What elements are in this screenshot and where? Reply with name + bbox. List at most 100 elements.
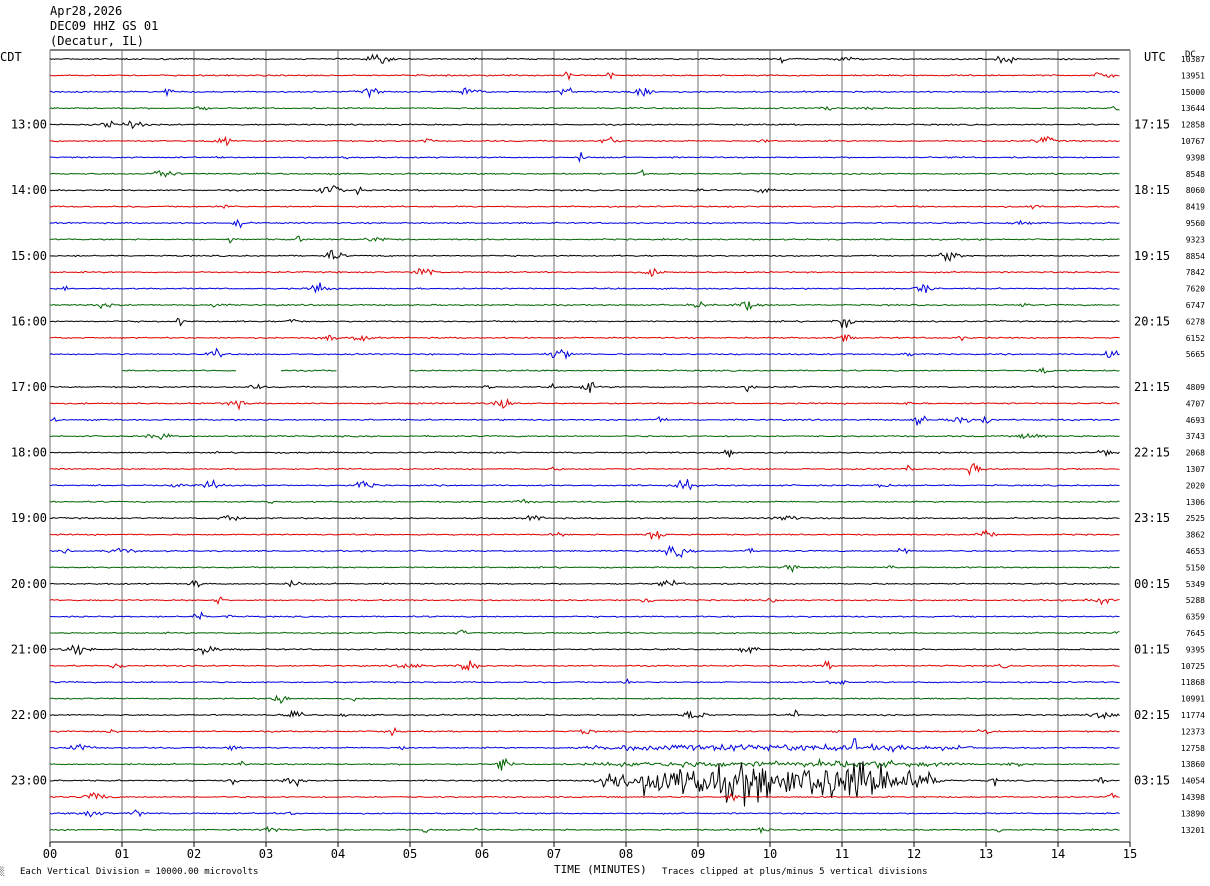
trace-4 (49, 105, 1120, 111)
trace-35 (49, 610, 1120, 621)
right-timezone-label: UTC (1144, 50, 1166, 64)
trace-3 (49, 87, 1120, 99)
trace-37 (49, 644, 1120, 656)
x-tick-label-01: 01 (115, 847, 129, 861)
dc-offset-value: 2525 (1186, 514, 1205, 523)
trace-23 (49, 415, 1120, 426)
x-tick-label-08: 08 (619, 847, 633, 861)
trace-18 (50, 334, 1120, 342)
dc-offset-value: 3862 (1186, 531, 1205, 540)
dc-offset-value: 13890 (1181, 809, 1205, 818)
dc-offset-value: 2020 (1186, 481, 1205, 490)
right-hour-label: 02:15 (1134, 708, 1170, 722)
right-hour-label: 22:15 (1134, 446, 1170, 460)
dc-offset-value: 12758 (1181, 744, 1205, 753)
left-hour-label: 22:00 (11, 708, 47, 722)
dc-offset-value: 14054 (1181, 777, 1205, 786)
trace-14 (49, 267, 1120, 277)
trace-46 (49, 792, 1120, 802)
dc-offset-value: 5349 (1186, 580, 1205, 589)
dc-offset-value: 8548 (1186, 170, 1205, 179)
trace-30 (49, 528, 1120, 541)
dc-offset-value: 1307 (1186, 465, 1205, 474)
right-hour-label: 23:15 (1134, 511, 1170, 525)
left-hour-label: 14:00 (11, 183, 47, 197)
corner-mark: ░ (0, 867, 5, 876)
dc-offset-value: 7620 (1186, 285, 1205, 294)
dc-offset-value: 9323 (1186, 235, 1205, 244)
trace-29 (49, 514, 1120, 522)
trace-6 (49, 135, 1120, 147)
dc-offset-value: 4809 (1186, 383, 1205, 392)
left-hour-label: 15:00 (11, 249, 47, 263)
trace-27 (49, 478, 1120, 491)
trace-44 (49, 757, 1120, 771)
right-hour-label: 21:15 (1134, 380, 1170, 394)
dc-offset-value: 9560 (1186, 219, 1205, 228)
x-tick-label-05: 05 (403, 847, 417, 861)
dc-offset-value: 7645 (1186, 629, 1205, 638)
right-hour-label: 20:15 (1134, 314, 1170, 328)
trace-12 (49, 235, 1120, 244)
trace-22 (49, 397, 1120, 411)
trace-41 (49, 709, 1120, 720)
x-tick-label-13: 13 (979, 847, 993, 861)
x-tick-label-10: 10 (763, 847, 777, 861)
trace-11 (49, 218, 1120, 229)
dc-offset-header: DC (1185, 50, 1196, 60)
dc-offset-value: 4693 (1186, 416, 1205, 425)
x-tick-label-00: 00 (43, 847, 57, 861)
trace-40 (49, 694, 1120, 705)
trace-19 (49, 347, 1120, 360)
dc-offset-value: 12373 (1181, 727, 1205, 736)
dc-offset-value: 13860 (1181, 760, 1205, 769)
right-hour-label: 19:15 (1134, 249, 1170, 263)
station-code: DEC09 HHZ GS 01 (50, 19, 159, 33)
scale-note: Each Vertical Division = 10000.00 microv… (20, 867, 259, 877)
plot-date: Apr28,2026 (50, 4, 123, 18)
right-hour-label: 18:15 (1134, 183, 1170, 197)
trace-16 (50, 300, 1120, 312)
x-axis-title: TIME (MINUTES) (554, 863, 647, 876)
station-location: (Decatur, IL) (50, 34, 144, 48)
left-hour-label: 13:00 (11, 118, 47, 132)
dc-offset-value: 11774 (1181, 711, 1205, 720)
left-hour-label: 18:00 (11, 446, 47, 460)
trace-17 (50, 317, 1120, 329)
trace-7 (49, 152, 1120, 163)
left-hour-label: 21:00 (11, 642, 47, 656)
dc-offset-value: 13201 (1181, 826, 1205, 835)
x-tick-label-09: 09 (691, 847, 705, 861)
dc-offset-value: 9395 (1186, 645, 1205, 654)
left-hour-label: 23:00 (11, 774, 47, 788)
dc-offset-value: 8854 (1186, 252, 1205, 261)
right-hour-label: 01:15 (1134, 642, 1170, 656)
trace-9 (49, 185, 1120, 196)
dc-offset-value: 5665 (1186, 350, 1205, 359)
right-hour-label: 03:15 (1134, 774, 1170, 788)
right-hour-label: 00:15 (1134, 577, 1170, 591)
dc-offset-value: 5288 (1186, 596, 1205, 605)
trace-26 (49, 462, 1120, 477)
trace-47 (49, 809, 1120, 818)
dc-offset-value: 4707 (1186, 399, 1205, 408)
trace-34 (49, 596, 1120, 606)
dc-offset-value: 13951 (1181, 71, 1205, 80)
trace-31 (49, 544, 1120, 559)
left-hour-label: 17:00 (11, 380, 47, 394)
left-timezone-label: CDT (0, 50, 22, 64)
x-tick-label-15: 15 (1123, 847, 1137, 861)
trace-1 (49, 53, 1120, 65)
dc-offset-value: 10767 (1181, 137, 1205, 146)
left-hour-label: 20:00 (11, 577, 47, 591)
clip-note: Traces clipped at plus/minus 5 vertical … (662, 867, 928, 877)
dc-offset-value: 8419 (1186, 203, 1205, 212)
trace-28 (49, 498, 1120, 505)
x-tick-label-14: 14 (1051, 847, 1065, 861)
dc-offset-value: 4653 (1186, 547, 1205, 556)
dc-offset-value: 10991 (1181, 695, 1205, 704)
x-tick-label-12: 12 (907, 847, 921, 861)
trace-36 (49, 629, 1120, 635)
trace-43 (49, 738, 1120, 753)
x-tick-label-11: 11 (835, 847, 849, 861)
